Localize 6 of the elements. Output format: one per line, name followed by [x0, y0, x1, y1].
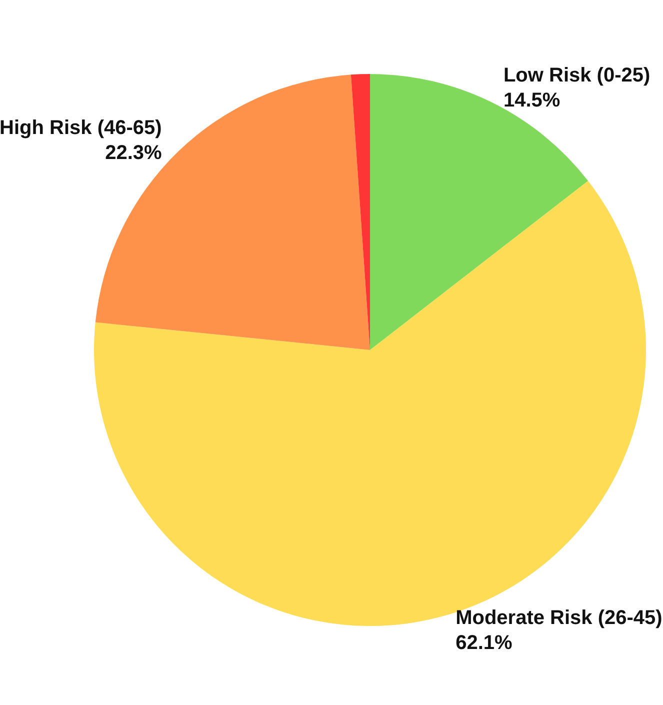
data-label: 14.5%: [503, 89, 560, 112]
slice-label: Low Risk (0-25): [503, 64, 650, 86]
data-label: 62.1%: [456, 632, 513, 654]
slice-label: High Risk (46-65): [0, 116, 162, 139]
slice-label: Moderate Risk (26-45): [456, 607, 662, 630]
data-label: 22.3%: [105, 142, 162, 164]
